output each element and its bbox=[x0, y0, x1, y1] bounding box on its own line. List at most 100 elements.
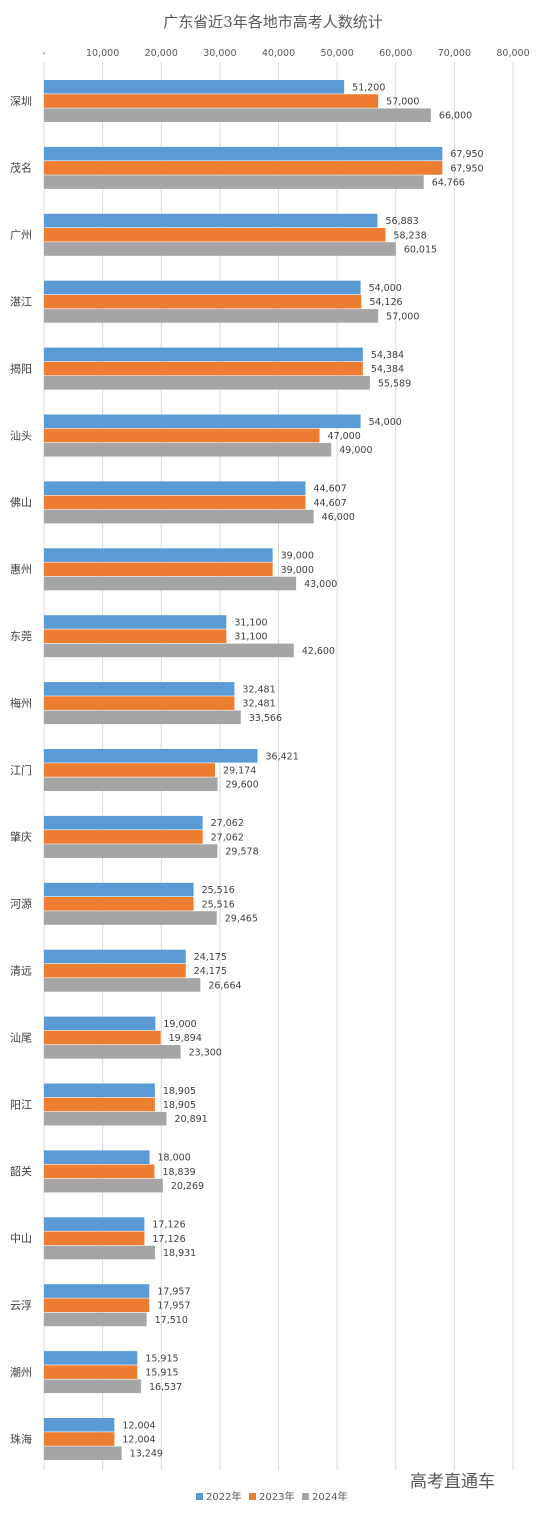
data-label: 18,000 bbox=[158, 1153, 191, 1164]
legend-label: 2024年 bbox=[312, 1490, 347, 1503]
bar bbox=[44, 376, 370, 390]
x-tick-label: 40,000 bbox=[262, 48, 295, 59]
bar bbox=[44, 978, 201, 992]
x-axis-ticks: - 10,000 20,000 30,000 40,000 50,000 60,000 70,… bbox=[42, 48, 529, 59]
data-label: 46,000 bbox=[322, 512, 355, 523]
data-label: 18,905 bbox=[163, 1086, 196, 1097]
category-label: 中山 bbox=[10, 1232, 32, 1245]
bar bbox=[44, 763, 216, 777]
data-label: 56,883 bbox=[385, 216, 418, 227]
data-label: 36,421 bbox=[266, 751, 299, 762]
category-label: 深圳 bbox=[10, 95, 32, 108]
x-tick-label: 60,000 bbox=[379, 48, 412, 59]
bar bbox=[44, 882, 194, 897]
data-label: 44,607 bbox=[314, 484, 347, 495]
data-label: 44,607 bbox=[314, 498, 347, 509]
data-label: 13,249 bbox=[130, 1449, 163, 1460]
data-label: 17,510 bbox=[155, 1315, 188, 1326]
data-label: 54,384 bbox=[371, 350, 404, 361]
bar bbox=[44, 146, 443, 161]
data-label: 20,269 bbox=[171, 1181, 204, 1192]
data-label: 51,200 bbox=[352, 82, 385, 93]
data-label: 29,174 bbox=[223, 766, 256, 777]
data-label: 67,950 bbox=[450, 163, 483, 174]
legend-swatch bbox=[196, 1493, 203, 1500]
bar bbox=[44, 696, 235, 710]
data-label: 43,000 bbox=[304, 579, 337, 590]
bar bbox=[44, 844, 218, 858]
watermark-text: 高考直通车 bbox=[410, 1472, 495, 1492]
x-tick-label: 30,000 bbox=[203, 48, 236, 59]
bar bbox=[44, 1446, 122, 1460]
legend-label: 2023年 bbox=[259, 1490, 294, 1503]
bar bbox=[44, 495, 306, 510]
bar bbox=[44, 562, 273, 577]
data-label: 25,516 bbox=[202, 885, 235, 896]
bar bbox=[44, 1083, 155, 1098]
data-label: 24,175 bbox=[194, 952, 227, 963]
x-tick-label: 10,000 bbox=[86, 48, 119, 59]
bar bbox=[44, 1178, 163, 1193]
category-label: 清远 bbox=[10, 965, 32, 978]
category-label: 广州 bbox=[10, 229, 32, 242]
x-tick-label: - bbox=[42, 48, 45, 59]
data-label: 29,600 bbox=[226, 780, 259, 791]
data-label: 17,957 bbox=[157, 1301, 190, 1312]
bar bbox=[44, 442, 332, 457]
data-label: 29,465 bbox=[225, 914, 258, 925]
data-label: 54,384 bbox=[371, 364, 404, 375]
data-label: 33,566 bbox=[249, 713, 282, 724]
category-label: 汕头 bbox=[10, 429, 32, 442]
legend-swatch bbox=[302, 1493, 309, 1500]
bar bbox=[44, 280, 361, 295]
data-label: 31,100 bbox=[234, 618, 267, 629]
data-label: 67,950 bbox=[450, 149, 483, 160]
data-label: 18,839 bbox=[162, 1167, 195, 1178]
bar bbox=[44, 1097, 155, 1112]
data-label: 20,891 bbox=[174, 1114, 207, 1125]
data-label: 12,004 bbox=[122, 1420, 155, 1431]
category-label: 珠海 bbox=[10, 1432, 32, 1446]
bar bbox=[44, 643, 294, 658]
bar bbox=[44, 1351, 138, 1365]
category-label: 惠州 bbox=[10, 562, 32, 576]
category-label: 汕尾 bbox=[10, 1031, 32, 1044]
data-label: 17,957 bbox=[157, 1287, 190, 1298]
x-tick-label: 20,000 bbox=[145, 48, 178, 59]
bar bbox=[44, 629, 227, 643]
data-label: 12,004 bbox=[122, 1435, 155, 1446]
data-label: 54,126 bbox=[369, 297, 402, 308]
bar bbox=[44, 175, 424, 189]
legend-label: 2022年 bbox=[206, 1490, 241, 1503]
bar bbox=[44, 710, 241, 725]
bar bbox=[44, 347, 363, 362]
data-label: 27,062 bbox=[211, 818, 244, 829]
bar bbox=[44, 428, 320, 443]
bar bbox=[44, 1312, 147, 1327]
category-label: 佛山 bbox=[10, 496, 32, 509]
category-label: 河源 bbox=[10, 897, 32, 911]
category-label: 茂名 bbox=[10, 161, 32, 175]
data-label: 32,481 bbox=[242, 699, 275, 710]
category-label: 阳江 bbox=[10, 1098, 32, 1111]
bar bbox=[44, 1111, 167, 1126]
data-label: 15,915 bbox=[145, 1368, 178, 1379]
bar bbox=[44, 361, 363, 376]
legend-swatch bbox=[249, 1493, 256, 1500]
bar bbox=[44, 897, 194, 911]
bar bbox=[44, 615, 227, 629]
bar bbox=[44, 963, 186, 978]
data-label: 47,000 bbox=[328, 431, 361, 442]
data-label: 18,931 bbox=[163, 1248, 196, 1259]
data-label: 16,537 bbox=[149, 1382, 182, 1393]
bar bbox=[44, 294, 362, 309]
x-tick-label: 70,000 bbox=[438, 48, 471, 59]
bar bbox=[44, 830, 203, 844]
bar bbox=[44, 1150, 150, 1164]
category-label: 湛江 bbox=[10, 296, 32, 309]
data-label: 23,300 bbox=[189, 1047, 222, 1058]
data-label: 15,915 bbox=[145, 1353, 178, 1364]
data-label: 18,905 bbox=[163, 1100, 196, 1111]
data-label: 64,766 bbox=[432, 178, 465, 189]
category-label: 肇庆 bbox=[10, 830, 32, 844]
